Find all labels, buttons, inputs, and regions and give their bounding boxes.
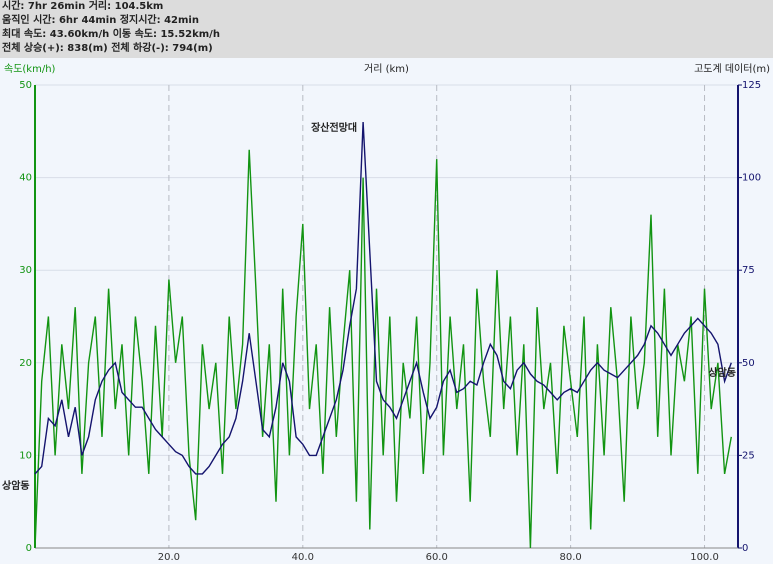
summary-line: 움직인 시간: 6hr 44min 정지시간: 42min [2, 15, 199, 26]
x-tick-label: 80.0 [559, 552, 581, 563]
series-line [34, 149, 732, 549]
y2-tick-label: 100 [742, 173, 761, 184]
x-axis-label: 거리 (km) [364, 63, 409, 75]
y2-tick-label: 75 [742, 265, 755, 276]
x-tick-label: 60.0 [426, 552, 448, 563]
series-line [34, 121, 732, 475]
summary-line: 최대 속도: 43.60km/h 이동 속도: 15.52km/h [2, 29, 220, 40]
y-tick-label: 40 [19, 173, 32, 184]
y-axis-label: 속도(km/h) [4, 63, 56, 75]
y2-tick-label: 0 [742, 543, 748, 554]
summary-line: 전체 상승(+): 838(m) 전체 하강(-): 794(m) [2, 43, 213, 54]
summary-line: 시간: 7hr 26min 거리: 104.5km [2, 1, 164, 12]
annotation: 상암동 [2, 479, 30, 492]
y-tick-label: 20 [19, 358, 32, 369]
x-tick-label: 20.0 [158, 552, 180, 563]
y2-axis-label: 고도계 데이터(m) [694, 63, 770, 75]
y-tick-label: 0 [26, 543, 32, 554]
chart: 속도(km/h) 거리 (km) 고도계 데이터(m) 0 10 20 30 40 50 0 25 5… [2, 63, 770, 563]
summary-header: 시간: 7hr 26min 거리: 104.5km 움직인 시간: 6hr 44m… [0, 0, 773, 58]
y2-tick-label: 50 [742, 358, 755, 369]
y-tick-label: 50 [19, 80, 32, 91]
y2-tick-label: 125 [742, 80, 761, 91]
x-tick-label: 40.0 [292, 552, 314, 563]
y2-tick-label: 25 [742, 450, 755, 461]
annotation: 장산전망대 [311, 121, 357, 134]
y-tick-label: 30 [19, 265, 32, 276]
annotation: 상암동 [708, 366, 736, 379]
y-tick-label: 10 [19, 450, 32, 461]
x-tick-label: 100.0 [690, 552, 719, 563]
